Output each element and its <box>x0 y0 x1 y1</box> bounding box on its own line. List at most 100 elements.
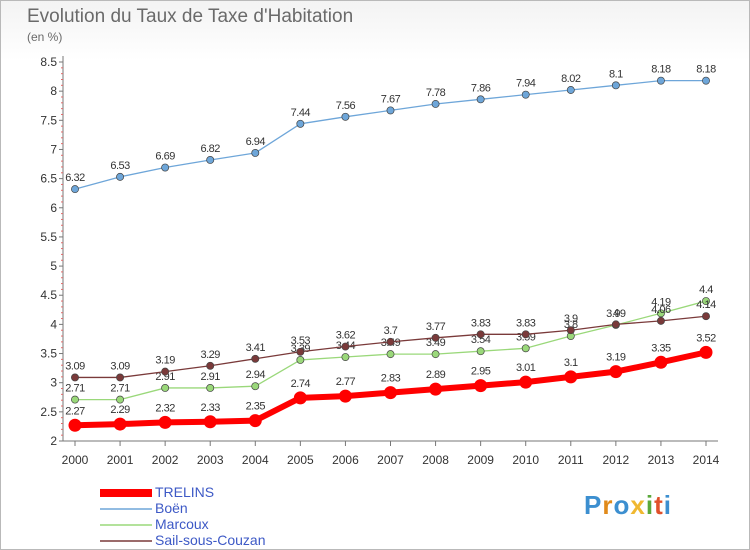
data-point <box>341 353 350 361</box>
legend-label: Sail-sous-Couzan <box>155 532 266 548</box>
data-label: 2.95 <box>471 366 491 378</box>
data-point <box>476 347 485 356</box>
data-point <box>702 312 710 321</box>
y-tick-label: 8.5 <box>40 55 57 69</box>
x-tick-label: 2010 <box>512 453 539 467</box>
data-point <box>566 86 575 94</box>
data-point <box>386 350 395 359</box>
data-label: 8.02 <box>561 73 581 85</box>
data-point <box>206 383 215 392</box>
data-point <box>521 344 530 353</box>
data-label: 2.77 <box>336 376 356 388</box>
data-label: 2.89 <box>426 369 446 381</box>
data-point <box>206 156 215 164</box>
data-label: 7.86 <box>471 82 491 94</box>
data-label: 4 <box>613 307 619 319</box>
x-tick-label: 2005 <box>287 453 314 467</box>
data-point <box>296 356 305 364</box>
data-label: 2.32 <box>155 402 175 414</box>
data-label: 3.52 <box>696 332 716 344</box>
data-label: 3.09 <box>110 360 130 372</box>
data-point <box>429 382 443 396</box>
data-label: 3.35 <box>651 342 671 354</box>
y-tick-label: 3 <box>50 376 57 390</box>
data-label: 3.09 <box>65 360 85 372</box>
y-tick-label: 8 <box>50 84 57 98</box>
y-tick-label: 7 <box>50 142 57 156</box>
data-label: 4.4 <box>699 284 713 296</box>
y-tick-label: 5 <box>50 259 57 273</box>
chart-subtitle: (en %) <box>27 30 63 44</box>
data-point <box>71 395 79 404</box>
data-label: 2.71 <box>110 383 130 395</box>
data-label: 2.94 <box>246 369 266 381</box>
data-point <box>476 95 485 104</box>
data-point <box>251 354 260 363</box>
data-point <box>656 76 665 85</box>
data-point <box>431 333 440 342</box>
data-label: 3.9 <box>564 313 578 325</box>
x-tick-label: 2006 <box>332 453 359 467</box>
data-point <box>656 309 665 318</box>
y-tick-label: 2 <box>50 434 57 448</box>
x-tick-label: 2007 <box>377 453 404 467</box>
data-label: 3.19 <box>155 355 175 367</box>
y-tick-label: 2.5 <box>40 405 57 419</box>
data-point <box>206 361 215 370</box>
data-point <box>158 415 172 429</box>
data-point <box>71 185 79 194</box>
data-point <box>474 379 488 393</box>
data-point <box>68 418 82 432</box>
y-tick-label: 4 <box>50 317 57 331</box>
y-tick-label: 5.5 <box>40 230 57 244</box>
data-point <box>161 163 170 172</box>
data-point <box>699 345 713 359</box>
x-tick-label: 2009 <box>467 453 494 467</box>
data-label: 2.29 <box>110 404 130 416</box>
data-point <box>656 316 665 325</box>
data-label: 8.1 <box>609 68 623 80</box>
data-label: 4.14 <box>696 299 716 311</box>
y-tick-label: 6.5 <box>40 172 57 186</box>
data-label: 3.53 <box>291 335 311 347</box>
data-point <box>609 365 623 379</box>
data-label: 2.91 <box>201 371 221 383</box>
data-label: 7.67 <box>381 93 401 105</box>
data-point <box>702 76 710 85</box>
x-tick-label: 2002 <box>152 453 179 467</box>
data-point <box>386 337 395 346</box>
data-label: 3.54 <box>471 334 491 346</box>
data-point <box>384 386 397 400</box>
data-label: 7.94 <box>516 78 536 90</box>
data-point <box>296 119 305 128</box>
data-label: 2.33 <box>201 402 221 414</box>
legend-label: TRELINS <box>155 484 215 500</box>
data-label: 3.62 <box>336 330 356 342</box>
data-label: 3.83 <box>471 317 491 329</box>
x-tick-label: 2004 <box>242 453 269 467</box>
data-point <box>116 172 125 181</box>
y-tick-label: 6 <box>50 201 57 215</box>
y-tick-label: 4.5 <box>40 288 57 302</box>
data-point <box>338 389 352 403</box>
data-label: 6.82 <box>201 143 221 155</box>
data-point <box>476 330 485 339</box>
data-point <box>161 383 170 392</box>
data-point <box>431 100 440 108</box>
data-label: 8.18 <box>651 64 671 76</box>
data-point <box>611 320 620 329</box>
data-label: 6.32 <box>65 172 85 184</box>
data-point <box>251 149 260 157</box>
data-point <box>431 350 440 359</box>
data-label: 6.53 <box>110 160 130 172</box>
data-label: 8.18 <box>696 64 716 76</box>
x-tick-label: 2003 <box>197 453 224 467</box>
data-point <box>341 112 350 121</box>
data-point <box>251 382 260 391</box>
x-tick-label: 2012 <box>603 453 630 467</box>
data-point <box>702 297 710 306</box>
data-point <box>116 395 125 404</box>
data-label: 2.27 <box>65 405 85 417</box>
